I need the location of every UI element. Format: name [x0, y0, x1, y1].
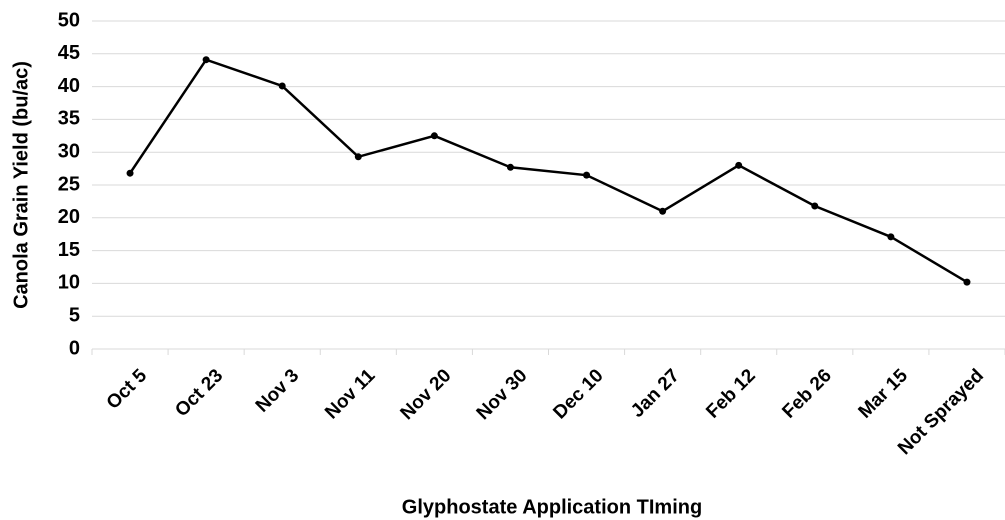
- x-tick-label: Jan 27: [627, 365, 684, 422]
- y-tick-label: 35: [58, 108, 80, 130]
- x-tick-label: Nov 30: [473, 365, 532, 424]
- x-tick-label: Mar 15: [855, 365, 913, 423]
- point: [354, 153, 362, 161]
- series-line: [129, 58, 968, 284]
- y-tick-label: 50: [58, 9, 80, 31]
- point: [887, 233, 895, 241]
- x-tick-label: Oct 5: [103, 365, 152, 414]
- y-tick-label: 30: [58, 140, 80, 162]
- x-tick-label: Feb 26: [778, 365, 835, 422]
- y-tick-label: 25: [58, 173, 80, 195]
- point: [126, 169, 134, 177]
- y-axis-title: Canola Grain Yield (bu/ac): [10, 61, 32, 309]
- point: [963, 278, 971, 286]
- x-tick-label: Oct 23: [171, 365, 227, 421]
- x-tick-label: Nov 11: [321, 365, 379, 423]
- point: [811, 202, 819, 210]
- y-tick-label: 0: [69, 337, 80, 359]
- point: [506, 163, 514, 171]
- y-tick-label: 20: [58, 206, 80, 228]
- point: [278, 82, 286, 90]
- point: [735, 161, 743, 169]
- point: [583, 171, 591, 179]
- x-tick-label: Feb 12: [702, 365, 759, 422]
- y-tick-label: 15: [58, 239, 80, 261]
- y-tick-label: 5: [69, 304, 80, 326]
- point: [430, 132, 438, 140]
- y-tick-label: 45: [58, 42, 80, 64]
- point: [202, 56, 210, 64]
- y-tick-label: 40: [58, 75, 80, 97]
- x-tick-label: Nov 3: [252, 365, 303, 416]
- x-tick-label: Dec 10: [549, 365, 607, 423]
- point: [659, 207, 667, 215]
- x-axis-title: Glyphostate Application TIming: [402, 496, 702, 518]
- x-tick-label: Nov 20: [397, 365, 456, 424]
- y-tick-label: 10: [58, 272, 80, 294]
